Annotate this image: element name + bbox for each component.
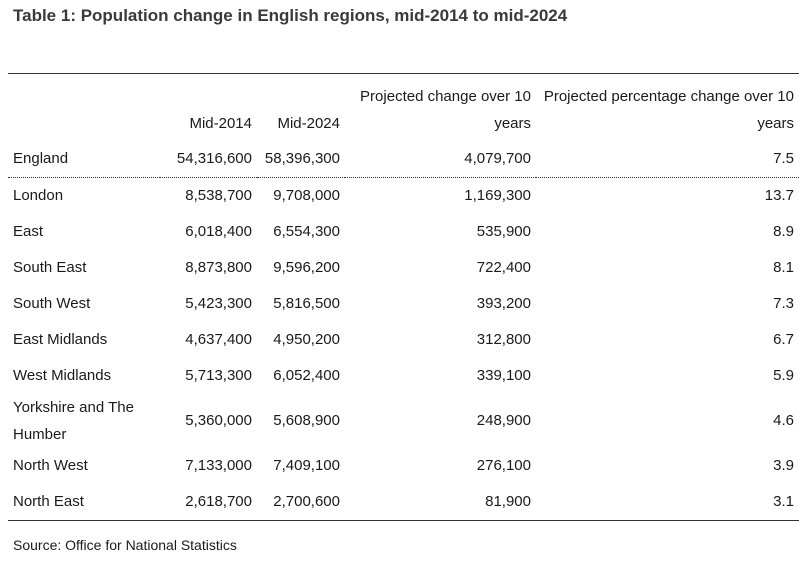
source-note: Source: Office for National Statistics: [13, 537, 237, 553]
table-cell: 5,816,500: [273, 295, 340, 312]
table-cell: 248,900: [476, 412, 531, 429]
table-cell: 9,708,000: [273, 187, 340, 204]
table-cell: 5,608,900: [273, 412, 340, 429]
table-cell: 6,018,400: [185, 223, 252, 240]
row-label: South East: [13, 259, 87, 276]
table-cell: 312,800: [476, 331, 531, 348]
row-label: East Midlands: [13, 331, 108, 348]
table-title: Table 1: Population change in English re…: [13, 6, 568, 25]
column-header: Mid-2024: [277, 114, 340, 132]
table-cell: 339,100: [476, 367, 531, 384]
table-row: England 54,316,600 58,396,300 4,079,700 7.5: [8, 141, 799, 177]
column-header: [8, 74, 160, 141]
table-cell: 13.7: [764, 187, 794, 204]
table-cell: 8.9: [773, 223, 794, 240]
data-table: Mid-2014 Mid-2024 Projected change over 10…: [8, 73, 799, 521]
table-row: West Midlands 5,713,300 6,052,400 339,100 5.…: [8, 358, 799, 394]
row-label: East: [13, 223, 44, 240]
table-cell: 8,538,700: [185, 187, 252, 204]
table-cell: 54,316,600: [176, 150, 252, 167]
column-header: Projected percentage change over 10 year…: [543, 87, 794, 132]
table-cell: 6.7: [773, 331, 794, 348]
header-row: Mid-2014 Mid-2024 Projected change over 10…: [8, 73, 799, 141]
table-cell: 4.6: [773, 412, 794, 429]
table-cell: 3.9: [773, 457, 794, 474]
table-row: Yorkshire and The Humber 5,360,000 5,608,9…: [8, 394, 799, 448]
table-cell: 7.3: [773, 295, 794, 312]
table-row: South West 5,423,300 5,816,500 393,200 7.3: [8, 286, 799, 322]
table-cell: 4,079,700: [464, 150, 531, 167]
column-header: Projected change over 10 years: [360, 87, 531, 132]
table-cell: 9,596,200: [273, 259, 340, 276]
row-label: North West: [13, 457, 88, 474]
table-row: South East 8,873,800 9,596,200 722,400 8.1: [8, 250, 799, 286]
row-label: London: [13, 187, 64, 204]
table-cell: 2,618,700: [185, 493, 252, 510]
table-cell: 58,396,300: [264, 150, 340, 167]
table-cell: 5,423,300: [185, 295, 252, 312]
table-cell: 5,713,300: [185, 367, 252, 384]
table-cell: 5.9: [773, 367, 794, 384]
table-row: North East 2,618,700 2,700,600 81,900 3.1: [8, 484, 799, 520]
table-row: London 8,538,700 9,708,000 1,169,300 13.7: [8, 177, 799, 214]
table-cell: 6,052,400: [273, 367, 340, 384]
table-cell: 6,554,300: [273, 223, 340, 240]
table-row: North West 7,133,000 7,409,100 276,100 3.9: [8, 448, 799, 484]
row-label: West Midlands: [13, 367, 112, 384]
table-cell: 4,950,200: [273, 331, 340, 348]
row-label: South West: [13, 295, 91, 312]
table-cell: 393,200: [476, 295, 531, 312]
table-cell: 3.1: [773, 493, 794, 510]
column-header: Mid-2014: [189, 114, 252, 132]
table-cell: 722,400: [476, 259, 531, 276]
table-cell: 4,637,400: [185, 331, 252, 348]
table-cell: 1,169,300: [464, 187, 531, 204]
table-cell: 535,900: [476, 223, 531, 240]
table-cell: 7.5: [773, 150, 794, 167]
row-label: England: [13, 150, 69, 167]
table-cell: 5,360,000: [185, 412, 252, 429]
table-cell: 276,100: [476, 457, 531, 474]
table-cell: 81,900: [485, 493, 531, 510]
table-cell: 7,409,100: [273, 457, 340, 474]
table-cell: 8,873,800: [185, 259, 252, 276]
table-row: East Midlands 4,637,400 4,950,200 312,800 6.…: [8, 322, 799, 358]
table-cell: 7,133,000: [185, 457, 252, 474]
table-cell: 8.1: [773, 259, 794, 276]
table-cell: 2,700,600: [273, 493, 340, 510]
row-label: Yorkshire and The Humber: [13, 398, 134, 443]
table-row: East 6,018,400 6,554,300 535,900 8.9: [8, 214, 799, 250]
row-label: North East: [13, 493, 84, 510]
